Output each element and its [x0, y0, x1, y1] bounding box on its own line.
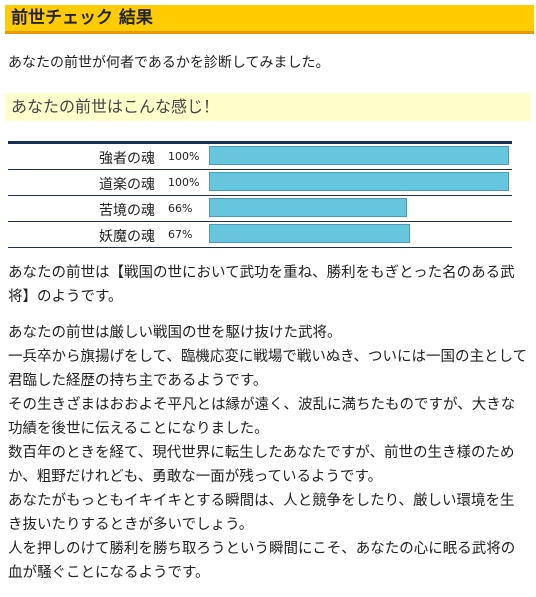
stat-label: 妖魔の魂 [99, 229, 155, 245]
detail-line: 一兵卒から旗揚げをして、臨機応変に戦場で戦いぬき、ついには一国の主として君臨した… [8, 349, 528, 389]
section-title: あなたの前世はこんな感じ！ [5, 93, 531, 121]
detail-line: 数百年のときを経て、現代世界に転生したあなたですが、前世の生き様のためか、粗野だ… [8, 445, 515, 485]
stat-percent: 100% [168, 150, 200, 163]
stat-percent: 66% [168, 202, 193, 215]
stat-label: 道楽の魂 [99, 177, 155, 193]
stat-row: 道楽の魂 100% [8, 170, 512, 196]
page-title: 前世チェック 結果 [5, 5, 534, 34]
stats-table: 強者の魂 100% 道楽の魂 100% 苦境の魂 66% 妖魔の魂 67% [8, 141, 512, 248]
stat-label: 強者の魂 [99, 151, 155, 167]
stat-label: 苦境の魂 [99, 203, 155, 219]
stat-percent: 67% [168, 228, 193, 241]
stat-bar [209, 224, 410, 243]
detail-line: その生きざまはおおよそ平凡とは縁が遠く、波乱に満ちたものですが、大きな功績を後世… [8, 397, 516, 437]
stat-bar [209, 198, 407, 217]
stat-row: 妖魔の魂 67% [8, 222, 512, 248]
intro-text: あなたの前世が何者であるかを診断してみました。 [8, 55, 330, 71]
detail-line: 人を押しのけて勝利を勝ち取ろうという瞬間にこそ、あなたの心に眠る武将の血が騒ぐこ… [8, 541, 516, 581]
detail-line: あなたがもっともイキイキとする瞬間は、人と競争をしたり、厳しい環境を生き抜いたり… [8, 493, 515, 533]
details-text: あなたの前世は厳しい戦国の世を駆け抜けた武将。一兵卒から旗揚げをして、臨機応変に… [8, 321, 528, 585]
stat-row: 強者の魂 100% [8, 144, 512, 170]
stat-bar [209, 146, 509, 165]
result-text: あなたの前世は【戦国の世において武功を重ね、勝利をもぎとった名のある武将】のよう… [8, 265, 515, 305]
stat-row: 苦境の魂 66% [8, 196, 512, 222]
stat-bar [209, 172, 509, 191]
stat-percent: 100% [168, 176, 200, 189]
detail-line: あなたの前世は厳しい戦国の世を駆け抜けた武将。 [8, 325, 342, 341]
